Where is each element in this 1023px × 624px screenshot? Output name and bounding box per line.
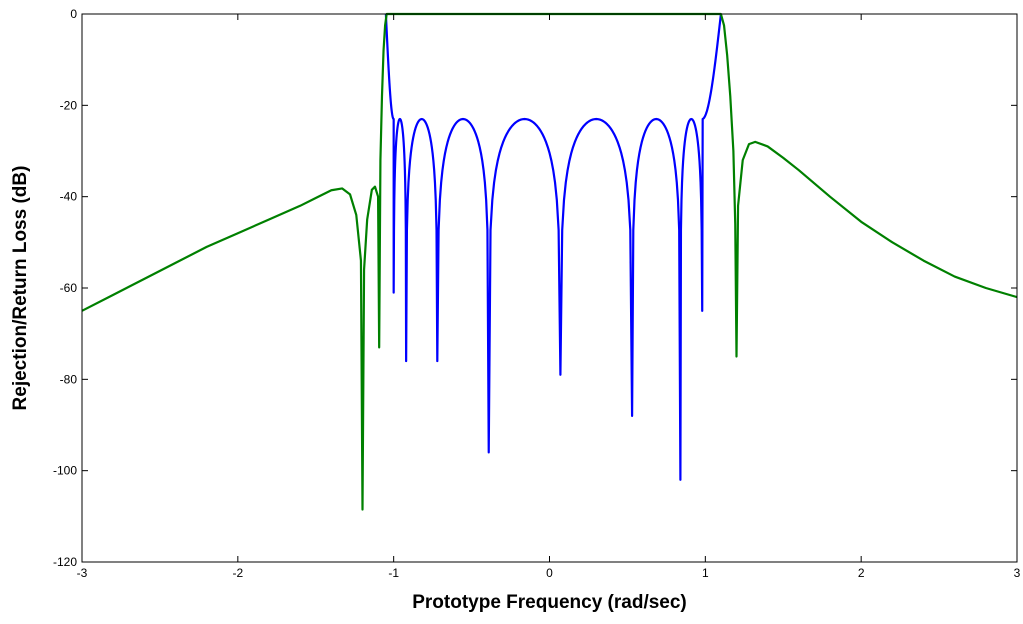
- y-axis-label: Rejection/Return Loss (dB): [10, 166, 31, 411]
- return-loss-line: [384, 13, 723, 481]
- series-layer: [81, 12, 1018, 511]
- y-tick-label: -120: [53, 555, 77, 569]
- y-tick-label: -40: [60, 190, 78, 204]
- y-tick-label: -80: [60, 372, 78, 386]
- x-axis-label: Prototype Frequency (rad/sec): [412, 592, 687, 613]
- y-tick-label: -60: [60, 281, 78, 295]
- x-tick-label: -2: [232, 566, 243, 580]
- x-tick-label: 1: [702, 566, 709, 580]
- y-tick-label: -100: [53, 464, 77, 478]
- x-tick-label: -3: [77, 566, 88, 580]
- rejection-line: [81, 12, 1018, 511]
- x-tick-label: 2: [858, 566, 865, 580]
- tick-layer: -3 -2 -1 0 1 2 3 0 -20 -40 -60 -80 -100 -120: [53, 7, 1021, 580]
- x-tick-label: 0: [546, 566, 553, 580]
- x-tick-label: -1: [388, 566, 399, 580]
- y-tick-label: -20: [60, 98, 78, 112]
- y-tick-label: 0: [70, 7, 77, 21]
- x-tick-label: 3: [1014, 566, 1021, 580]
